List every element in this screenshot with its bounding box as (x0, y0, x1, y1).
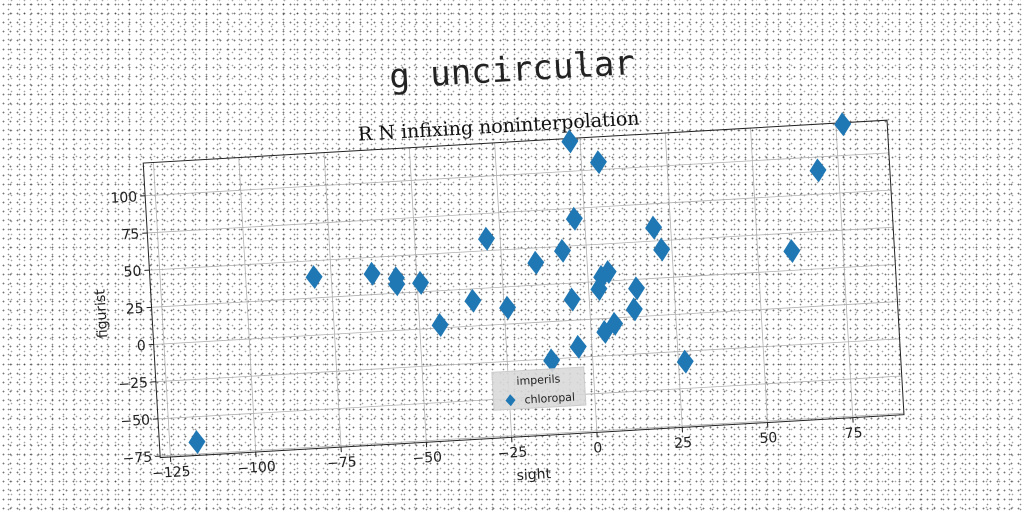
legend: imperils chloropal (491, 366, 587, 411)
data-point (569, 334, 587, 359)
data-point (589, 150, 607, 175)
data-point (625, 297, 643, 322)
data-point (527, 250, 545, 275)
y-tick-label: 50 (123, 264, 142, 281)
x-tick-label: −125 (152, 464, 191, 482)
data-point (412, 270, 430, 295)
data-point (783, 239, 801, 263)
data-point (593, 264, 611, 289)
x-grid-line (238, 157, 257, 453)
x-tick-label: −50 (412, 449, 442, 467)
plot-area-frame (142, 119, 905, 459)
legend-box (491, 366, 587, 411)
x-grid-line (750, 128, 768, 423)
x-axis: −125 −100 −75 −50 −25 0 25 50 75 (152, 417, 863, 482)
y-tick-label: 25 (125, 301, 144, 318)
data-point (606, 311, 624, 336)
y-axis: −75 −50 −25 0 25 50 75 100 (110, 189, 161, 468)
data-point (653, 237, 671, 262)
data-point (809, 158, 827, 183)
x-tick-label: −75 (327, 454, 357, 472)
data-point (554, 238, 571, 263)
data-point (188, 430, 206, 454)
x-grid-line (408, 147, 427, 443)
chart-title: R N infixing noninterpolation (357, 107, 640, 145)
y-grid-line (151, 264, 896, 308)
data-point (590, 277, 608, 301)
data-point (543, 348, 561, 373)
y-grid-line (149, 226, 894, 271)
y-grid-line (160, 412, 904, 457)
x-axis-label: sight (516, 466, 552, 484)
y-grid-line (153, 301, 898, 345)
data-point (676, 349, 694, 374)
legend-title: imperils (516, 372, 561, 388)
y-tick-label: 100 (110, 189, 138, 207)
x-grid-line (835, 123, 854, 418)
data-point (561, 129, 579, 154)
data-point (563, 287, 581, 312)
data-point (565, 206, 583, 231)
y-tick-label: 0 (136, 338, 146, 354)
data-point (834, 112, 852, 137)
x-tick-label: −100 (237, 459, 276, 477)
x-tick-label: 0 (593, 440, 603, 456)
x-tick-label: 25 (674, 435, 693, 452)
x-tick-label: −25 (497, 444, 527, 462)
y-grid-line (147, 189, 892, 234)
x-grid-line (664, 132, 683, 428)
y-tick-label: −75 (122, 450, 152, 468)
data-point (499, 295, 517, 320)
data-point (628, 276, 646, 301)
grid-lines (145, 123, 904, 457)
legend-entry-chloropal: chloropal (524, 391, 575, 407)
data-point (645, 215, 663, 240)
data-point (431, 313, 449, 337)
y-axis-label: figurist (92, 288, 111, 338)
x-tick-label: 75 (844, 425, 863, 442)
x-grid-line (323, 152, 342, 448)
y-grid-line (145, 152, 889, 197)
data-point (599, 260, 617, 285)
y-tick-label: 75 (121, 226, 140, 243)
legend-marker (505, 394, 516, 407)
data-point (596, 319, 614, 344)
data-points (188, 112, 852, 454)
data-point (478, 226, 495, 251)
data-point (388, 272, 406, 297)
x-tick-label: 50 (759, 430, 778, 447)
data-point (305, 265, 323, 290)
y-tick-label: −50 (120, 412, 150, 430)
data-point (363, 261, 381, 286)
data-point (464, 288, 482, 313)
x-grid-line (153, 162, 171, 457)
x-grid-line (579, 137, 598, 433)
y-tick-label: −25 (118, 375, 148, 393)
y-grid-line (155, 338, 900, 383)
